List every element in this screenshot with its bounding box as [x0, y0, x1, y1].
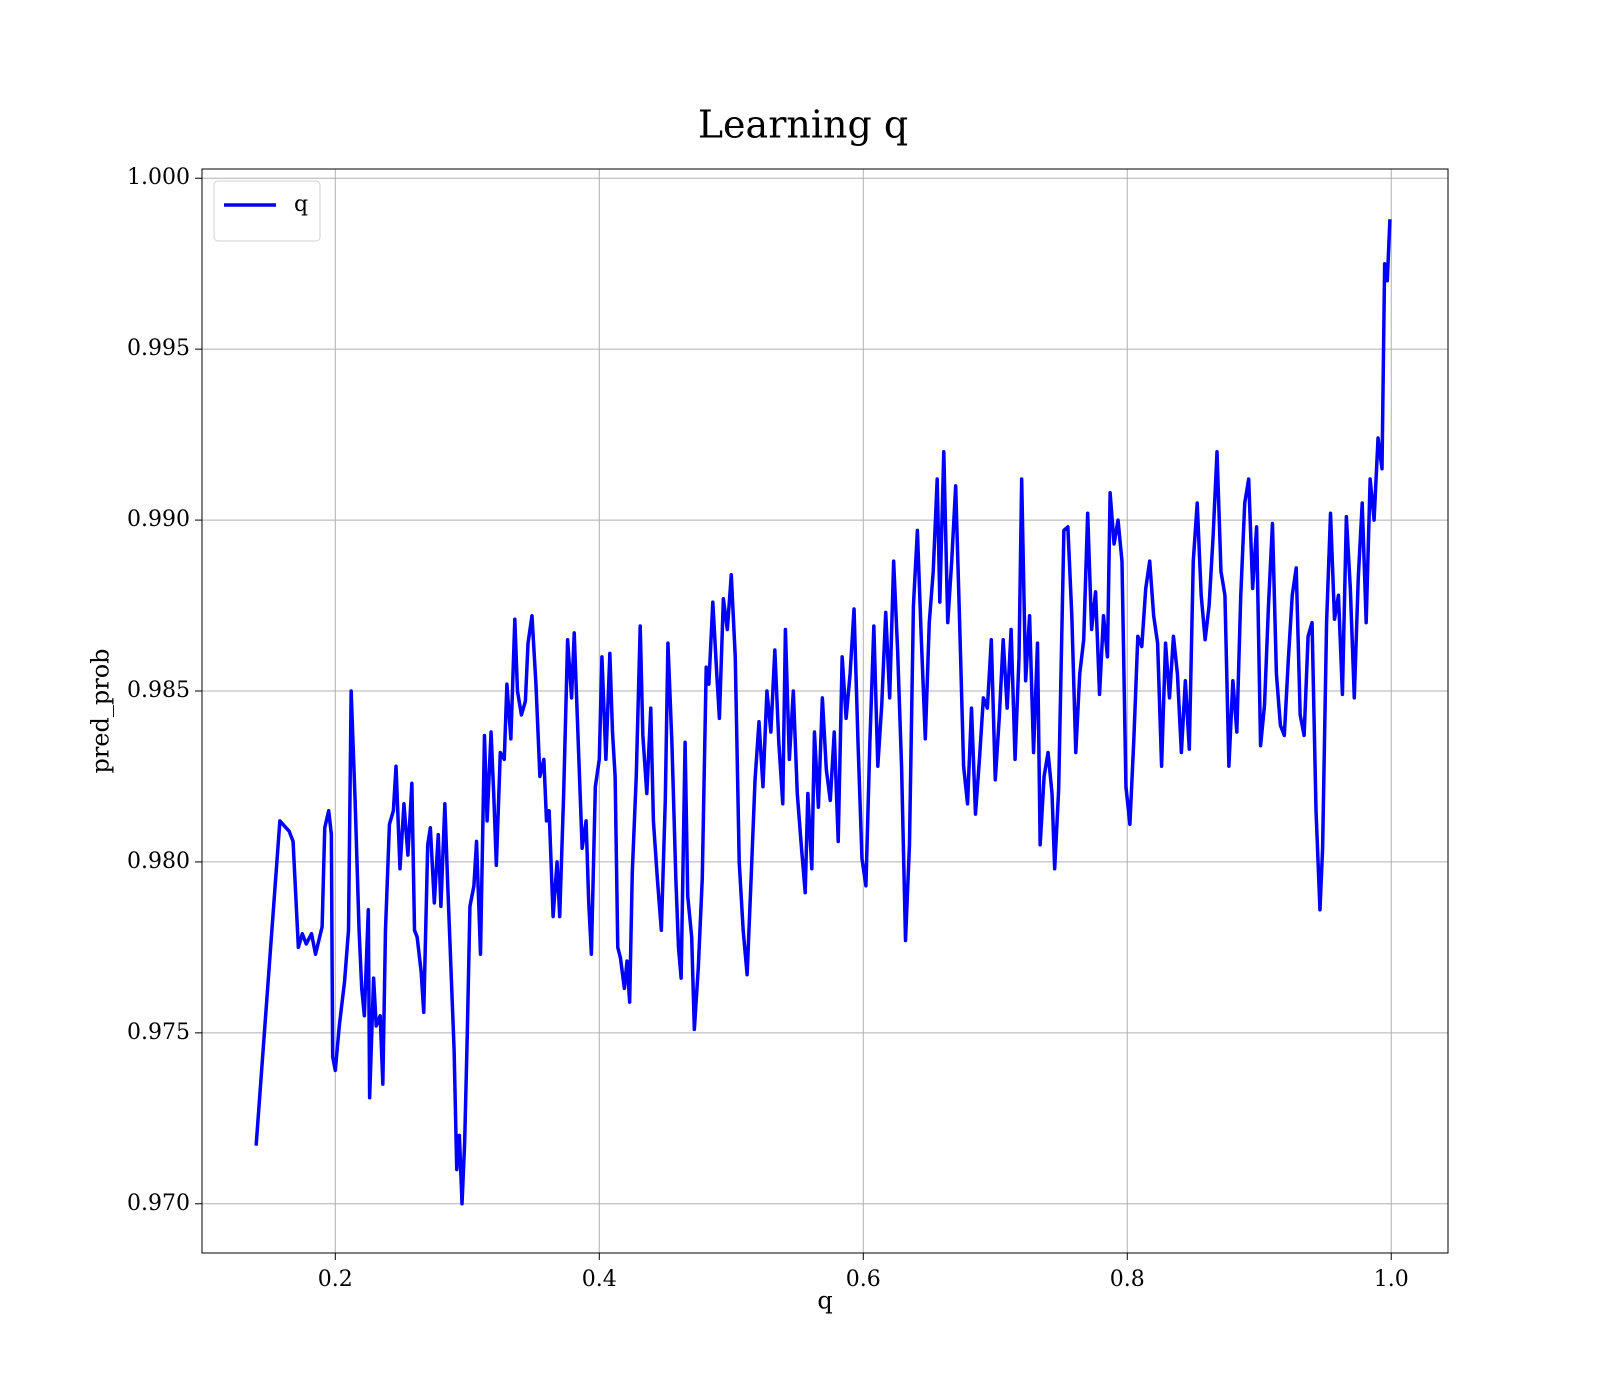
legend-label: q	[294, 192, 308, 217]
y-tick-label: 0.990	[127, 507, 190, 532]
x-tick-label: 0.6	[846, 1267, 881, 1292]
plot-frame	[201, 168, 1449, 1254]
x-tick-label: 0.8	[1110, 1267, 1145, 1292]
y-tick-label: 0.995	[127, 336, 190, 361]
y-tick-label: 0.975	[127, 1020, 190, 1045]
chart-title: Learning q	[698, 103, 908, 147]
y-tick-label: 0.970	[127, 1191, 190, 1216]
x-tick-label: 0.2	[318, 1267, 353, 1292]
data-line	[254, 219, 1392, 1206]
y-tick-label: 1.000	[127, 165, 190, 190]
y-axis-label: pred_prob	[87, 648, 115, 773]
x-tick-label: 1.0	[1374, 1267, 1409, 1292]
x-tick-label: 0.4	[582, 1267, 617, 1292]
y-tick-label: 0.985	[127, 678, 190, 703]
x-axis-label: q	[817, 1287, 832, 1315]
y-tick-label: 0.980	[127, 849, 190, 874]
legend-box	[213, 180, 321, 242]
